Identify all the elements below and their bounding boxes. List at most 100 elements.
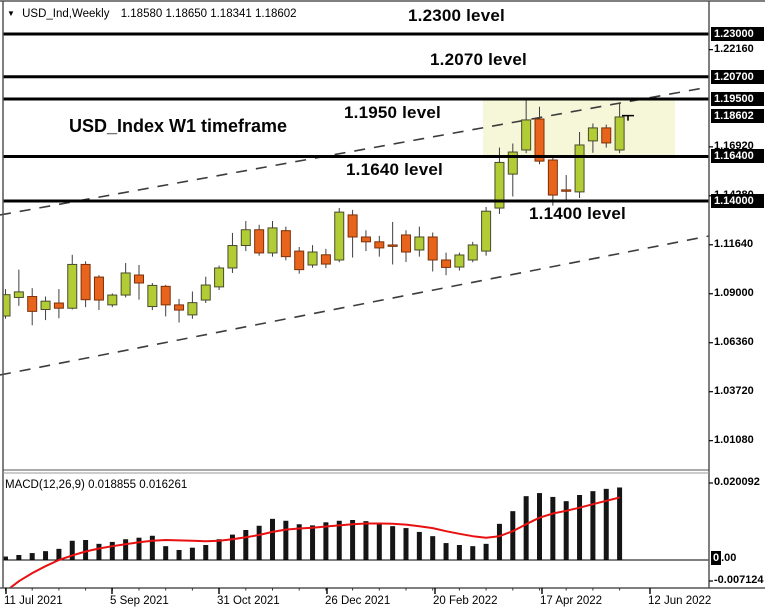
macd-histogram-bar [189, 547, 195, 560]
macd-histogram-bar [550, 496, 556, 560]
macd-histogram-bar [523, 496, 529, 560]
macd-histogram-bar [416, 531, 422, 560]
candle [267, 221, 278, 257]
candle [174, 298, 185, 323]
macd-histogram-bar [229, 534, 235, 560]
candle [93, 275, 104, 311]
candles-layer [3, 98, 625, 326]
candle [414, 226, 425, 257]
candle [294, 247, 305, 274]
macd-histogram-bar [43, 551, 49, 560]
macd-histogram-bar [296, 524, 302, 560]
macd-histogram-bar [29, 553, 35, 560]
candle [587, 123, 598, 153]
candle [467, 241, 478, 263]
candle [561, 175, 572, 203]
macd-histogram-bar [176, 550, 182, 560]
candle [601, 124, 612, 148]
candle [27, 288, 38, 326]
candle [481, 206, 492, 256]
candle [374, 235, 385, 257]
macd-histogram-bar [83, 540, 89, 560]
macd-histogram-bar [363, 521, 369, 560]
candle [614, 102, 625, 154]
candle [494, 147, 505, 214]
macd-histogram-bar [537, 493, 542, 560]
candle [347, 209, 358, 258]
macd-histogram-bar [16, 555, 22, 560]
macd-histogram-bar [216, 539, 222, 560]
macd-histogram-bar [376, 523, 382, 560]
candle [307, 245, 318, 268]
candle [214, 265, 225, 291]
macd-histogram-bar [3, 556, 8, 560]
macd-histogram-bar [443, 543, 449, 560]
candle [534, 106, 545, 165]
candle [227, 232, 238, 273]
channel-lower-trendline[interactable] [0, 235, 710, 376]
candle [134, 264, 144, 300]
macd-histogram-bar [603, 488, 609, 560]
candle [427, 232, 438, 272]
candle [387, 221, 398, 265]
candle [13, 269, 24, 306]
candle [454, 252, 465, 271]
macd-layer [3, 487, 709, 588]
candle [401, 230, 411, 263]
candle [320, 248, 331, 269]
macd-histogram-bar [256, 525, 262, 560]
macd-histogram-bar [483, 543, 489, 560]
macd-histogram-bar [577, 495, 583, 560]
macd-histogram-bar [590, 491, 596, 560]
macd-histogram-bar [136, 537, 142, 560]
macd-histogram-bar [310, 525, 316, 560]
candle [80, 261, 91, 308]
candle [200, 276, 211, 304]
macd-histogram-bar [69, 540, 75, 560]
current-price-marker [622, 114, 634, 121]
macd-histogram-bar [563, 501, 569, 560]
candle [3, 289, 11, 319]
macd-histogram-bar [243, 530, 249, 560]
macd-histogram-bar [336, 520, 342, 560]
candle [187, 291, 198, 319]
candle [53, 289, 64, 319]
macd-histogram-bar [470, 546, 476, 560]
macd-histogram-bar [123, 539, 129, 560]
macd-histogram-bar [456, 545, 462, 560]
macd-histogram-bar [270, 518, 275, 560]
candle [547, 157, 558, 206]
macd-histogram-bar [283, 520, 289, 560]
candle [107, 293, 118, 308]
candle [147, 282, 158, 311]
candle [254, 224, 265, 256]
candle [507, 143, 518, 197]
macd-histogram-bar [163, 546, 169, 560]
candle [334, 208, 345, 263]
candle [40, 296, 51, 321]
macd-histogram-bar [96, 543, 102, 560]
candle [160, 284, 171, 317]
macd-signal-line [8, 496, 620, 588]
channel-upper-trendline[interactable] [0, 86, 710, 216]
macd-histogram-bar [109, 541, 115, 560]
candle [280, 226, 291, 261]
macd-histogram-bar [203, 545, 209, 560]
candle [67, 254, 78, 310]
candle [120, 262, 131, 298]
macd-histogram-bar [323, 522, 329, 560]
macd-histogram-bar [510, 511, 516, 560]
macd-histogram-bar [149, 535, 155, 560]
candle [360, 230, 371, 252]
macd-histogram-bar [390, 526, 396, 560]
macd-histogram-bar [617, 487, 623, 560]
candle [574, 131, 585, 199]
macd-histogram-bar [430, 536, 436, 560]
candle [521, 98, 532, 154]
macd-histogram-bar [350, 520, 356, 560]
macd-histogram-bar [496, 523, 502, 560]
macd-histogram-bar [56, 548, 62, 560]
macd-histogram-bar [403, 528, 409, 560]
